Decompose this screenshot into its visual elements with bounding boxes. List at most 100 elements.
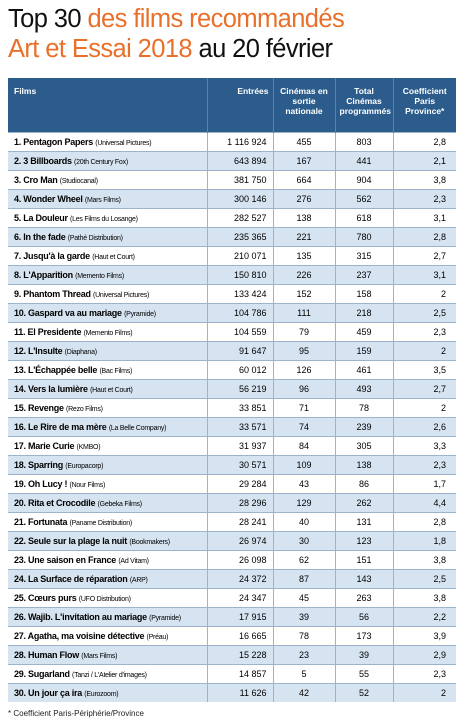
number-cell: 780 — [335, 227, 394, 247]
number-cell: 31 937 — [207, 436, 274, 456]
distributor: (Mars Films) — [84, 197, 121, 204]
film-cell: 7. Jusqu'à la garde (Haut et Court) — [8, 246, 208, 266]
number-cell: 218 — [335, 303, 394, 323]
film-title: 23. Une saison en France — [14, 555, 117, 565]
number-cell: 30 — [273, 531, 336, 551]
number-cell: 315 — [335, 246, 394, 266]
number-cell: 2,5 — [393, 569, 456, 589]
film-title: 7. Jusqu'à la garde — [14, 251, 90, 261]
film-title: 4. Wonder Wheel — [14, 194, 83, 204]
number-cell: 263 — [335, 588, 394, 608]
number-cell: 300 146 — [207, 189, 274, 209]
film-cell: 4. Wonder Wheel (Mars Films) — [8, 189, 208, 209]
number-cell: 2,7 — [393, 379, 456, 399]
number-cell: 16 665 — [207, 626, 274, 646]
number-cell: 237 — [335, 265, 394, 285]
number-cell: 24 347 — [207, 588, 274, 608]
distributor: (Ad Vitam) — [118, 558, 149, 565]
film-cell: 17. Marie Curie (KMBO) — [8, 436, 208, 456]
number-cell: 87 — [273, 569, 336, 589]
title-part: au 20 février — [192, 35, 333, 63]
table-row: 6. In the fade (Pathé Distribution) 235 3… — [8, 227, 456, 247]
film-title: 5. La Douleur — [14, 213, 68, 223]
table-row: 22. Seule sur la plage la nuit (Bookmake… — [8, 531, 456, 551]
number-cell: 33 571 — [207, 417, 274, 437]
distributor: (Diaphana) — [64, 349, 97, 356]
film-title: 29. Sugarland — [14, 669, 70, 679]
number-cell: 3,8 — [393, 588, 456, 608]
film-cell: 25. Cœurs purs (UFO Distribution) — [8, 588, 208, 608]
number-cell: 643 894 — [207, 151, 274, 171]
number-cell: 14 857 — [207, 664, 274, 684]
film-cell: 15. Revenge (Rezo Films) — [8, 398, 208, 418]
distributor: (Pyramide) — [124, 311, 156, 318]
table-row: 28. Human Flow (Mars Films) 15 228 23 39 2,9 — [8, 645, 456, 665]
film-title: 13. L'Échappée belle — [14, 365, 98, 375]
number-cell: 276 — [273, 189, 336, 209]
film-title: 20. Rita et Crocodile — [14, 498, 96, 508]
film-cell: 3. Cro Man (Studiocanal) — [8, 170, 208, 190]
number-cell: 84 — [273, 436, 336, 456]
number-cell: 3,1 — [393, 265, 456, 285]
table-row: 26. Wajib. L'invitation au mariage (Pyra… — [8, 607, 456, 627]
film-title: 19. Oh Lucy ! — [14, 479, 68, 489]
distributor: (Les Films du Losange) — [70, 216, 138, 223]
number-cell: 29 284 — [207, 474, 274, 494]
number-cell: 262 — [335, 493, 394, 513]
number-cell: 24 372 — [207, 569, 274, 589]
distributor: (Haut et Court) — [90, 387, 133, 394]
film-cell: 5. La Douleur (Les Films du Losange) — [8, 208, 208, 228]
number-cell: 23 — [273, 645, 336, 665]
number-cell: 461 — [335, 360, 394, 380]
number-cell: 3,8 — [393, 170, 456, 190]
number-cell: 226 — [273, 265, 336, 285]
number-cell: 74 — [273, 417, 336, 437]
film-title: 26. Wajib. L'invitation au mariage — [14, 612, 147, 622]
number-cell: 95 — [273, 341, 336, 361]
film-cell: 21. Fortunata (Paname Distribution) — [8, 512, 208, 532]
film-cell: 23. Une saison en France (Ad Vitam) — [8, 550, 208, 570]
film-cell: 29. Sugarland (Tanzi / L'Atelier d'image… — [8, 664, 208, 684]
film-title: 22. Seule sur la plage la nuit — [14, 536, 128, 546]
number-cell: 2 — [393, 398, 456, 418]
number-cell: 71 — [273, 398, 336, 418]
distributor: (Pathé Distribution) — [67, 235, 123, 242]
film-title: 6. In the fade — [14, 232, 66, 242]
number-cell: 78 — [335, 398, 394, 418]
number-cell: 42 — [273, 683, 336, 702]
number-cell: 2 — [393, 341, 456, 361]
distributor: (Pyramide) — [149, 615, 181, 622]
number-cell: 26 974 — [207, 531, 274, 551]
film-cell: 12. L'Insulte (Diaphana) — [8, 341, 208, 361]
number-cell: 459 — [335, 322, 394, 342]
number-cell: 210 071 — [207, 246, 274, 266]
number-cell: 152 — [273, 284, 336, 304]
number-cell: 138 — [335, 455, 394, 475]
number-cell: 2,3 — [393, 664, 456, 684]
ranking-table: Films Entrées Cinémas en sortie nationale T… — [8, 78, 456, 702]
number-cell: 441 — [335, 151, 394, 171]
number-cell: 221 — [273, 227, 336, 247]
number-cell: 5 — [273, 664, 336, 684]
distributor: (Paname Distribution) — [69, 520, 133, 527]
table-row: 23. Une saison en France (Ad Vitam) 26 09… — [8, 550, 456, 570]
distributor: (UFO Distribution) — [78, 596, 131, 603]
number-cell: 904 — [335, 170, 394, 190]
table-row: 20. Rita et Crocodile (Gebeka Films) 28 2… — [8, 493, 456, 513]
film-title: 1. Pentagon Papers — [14, 137, 94, 147]
film-title: 24. La Surface de réparation — [14, 574, 128, 584]
film-cell: 1. Pentagon Papers (Universal Pictures) — [8, 132, 208, 152]
film-cell: 19. Oh Lucy ! (Nour Films) — [8, 474, 208, 494]
table-row: 25. Cœurs purs (UFO Distribution) 24 347 4… — [8, 588, 456, 608]
number-cell: 2 — [393, 683, 456, 702]
number-cell: 3,5 — [393, 360, 456, 380]
number-cell: 43 — [273, 474, 336, 494]
number-cell: 2,3 — [393, 455, 456, 475]
header-row: Films Entrées Cinémas en sortie nationale T… — [8, 78, 456, 133]
column-header: Films — [8, 78, 208, 133]
distributor: (Memento Films) — [83, 330, 133, 337]
footnote: * Coefficient Paris-Périphérie/Province — [8, 709, 144, 718]
film-cell: 11. El Presidente (Memento Films) — [8, 322, 208, 342]
number-cell: 79 — [273, 322, 336, 342]
